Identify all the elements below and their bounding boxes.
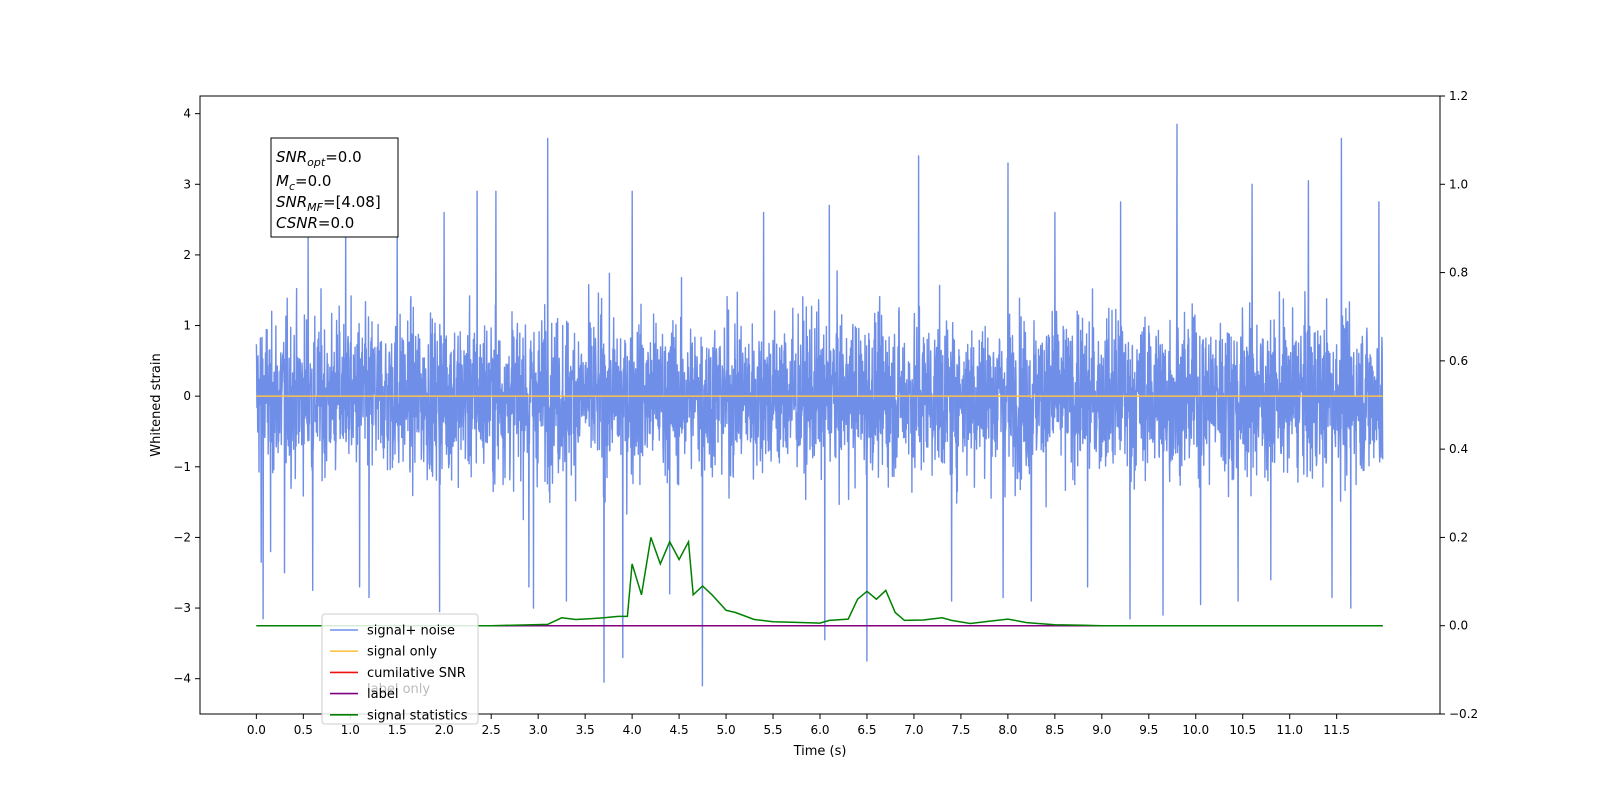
annotation-snr-opt: SNRopt=0.0	[276, 148, 362, 169]
legend: label only signal+ noise signal only cumil…	[321, 613, 479, 725]
x-tick-label: 2.5	[482, 723, 501, 737]
y-axis-label: Whitened strain	[149, 353, 164, 456]
y2-tick-label: 0.6	[1449, 354, 1468, 368]
x-axis-label: Time (s)	[793, 744, 847, 759]
x-tick-label: 6.0	[810, 723, 829, 737]
y-tick-label: 3	[183, 177, 191, 191]
y-tick-label: −1	[173, 460, 191, 474]
legend-label: signal statistics	[367, 708, 468, 723]
y2-tick-label: 0.4	[1449, 442, 1468, 456]
x-tick-label: 3.5	[576, 723, 595, 737]
x-axis-ticks: 0.0 0.5 1.0 1.5 2.0 2.5 3.0 3.5 4.0 4.5 5.0 5.5 6.0 6…	[247, 714, 1350, 737]
x-tick-label: 2.0	[435, 723, 454, 737]
x-tick-label: 0.0	[247, 723, 266, 737]
x-tick-label: 9.0	[1092, 723, 1111, 737]
x-tick-label: 9.5	[1139, 723, 1158, 737]
y2-tick-label: 1.2	[1449, 89, 1468, 103]
x-tick-label: 6.5	[857, 723, 876, 737]
y2-tick-label: 0.8	[1449, 266, 1468, 280]
annotation-csnr: CSNR=0.0	[276, 214, 354, 232]
legend-box	[321, 613, 479, 725]
y-tick-label: −4	[173, 672, 191, 686]
y-axis-ticks: 4 3 2 1 0 −1 −2 −3 −4	[173, 107, 200, 686]
legend-label: signal+ noise	[367, 624, 455, 639]
legend-hidden-text: label only	[367, 682, 430, 697]
y2-tick-label: 0.2	[1449, 530, 1468, 544]
signal-noise-series	[255, 123, 1384, 687]
x-tick-label: 4.0	[623, 723, 642, 737]
signal-statistics-series	[256, 537, 1383, 627]
plot-area	[255, 123, 1384, 687]
x-tick-label: 7.0	[904, 723, 923, 737]
legend-label: cumilative SNR	[367, 666, 466, 681]
x-tick-label: 8.0	[998, 723, 1017, 737]
y2-tick-label: 0.0	[1449, 619, 1468, 633]
y-tick-label: 1	[183, 319, 191, 333]
y-tick-label: −2	[173, 530, 191, 544]
annotation-box	[270, 137, 399, 238]
x-tick-label: 4.5	[670, 723, 689, 737]
legend-label: signal only	[367, 645, 437, 660]
annotation-mc: Mc=0.0	[276, 172, 331, 193]
y2-tick-label: −0.2	[1449, 707, 1478, 721]
y-tick-label: 2	[183, 248, 191, 262]
x-tick-label: 3.0	[529, 723, 548, 737]
x-tick-label: 0.5	[294, 723, 313, 737]
y-tick-label: −3	[173, 601, 191, 615]
x-tick-label: 8.5	[1045, 723, 1064, 737]
y2-tick-label: 1.0	[1449, 177, 1468, 191]
annotation-snr-mf: SNRMF=[4.08]	[276, 193, 381, 214]
y-tick-label: 0	[183, 389, 191, 403]
x-tick-label: 7.5	[951, 723, 970, 737]
x-tick-label: 10.5	[1229, 723, 1256, 737]
y-tick-label: 4	[183, 107, 191, 121]
x-tick-label: 11.5	[1323, 723, 1350, 737]
parameter-annotation: SNRopt=0.0 Mc=0.0 SNRMF=[4.08] CSNR=0.0	[270, 137, 399, 238]
x-tick-label: 1.5	[388, 723, 407, 737]
legend-label: label	[367, 687, 398, 702]
x-tick-label: 5.5	[763, 723, 782, 737]
x-tick-label: 5.0	[717, 723, 736, 737]
y2-axis-ticks: 1.2 1.0 0.8 0.6 0.4 0.2 0.0 −0.2	[1440, 89, 1478, 721]
x-tick-label: 1.0	[341, 723, 360, 737]
x-tick-label: 11.0	[1276, 723, 1303, 737]
x-tick-label: 10.0	[1182, 723, 1209, 737]
